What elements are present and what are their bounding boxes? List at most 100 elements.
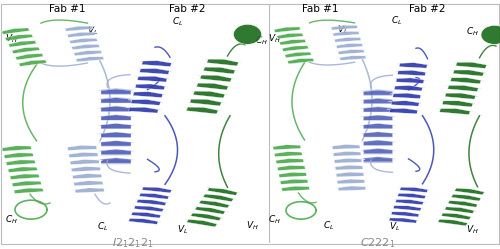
FancyArrow shape (8, 181, 44, 187)
FancyArrow shape (129, 212, 164, 218)
Ellipse shape (234, 24, 262, 44)
FancyArrow shape (128, 99, 164, 105)
FancyArrow shape (329, 144, 363, 149)
Text: $C_L$: $C_L$ (391, 15, 402, 27)
FancyArrow shape (68, 167, 104, 172)
FancyArrow shape (397, 187, 431, 192)
FancyArrow shape (184, 219, 220, 227)
FancyArrow shape (395, 193, 429, 198)
FancyArrow shape (97, 88, 135, 94)
FancyArrow shape (332, 37, 364, 42)
FancyArrow shape (97, 89, 135, 94)
FancyArrow shape (360, 148, 396, 154)
FancyArrow shape (360, 115, 396, 120)
FancyBboxPatch shape (1, 4, 498, 244)
FancyArrow shape (271, 152, 305, 157)
Text: $V_L$: $V_L$ (390, 221, 400, 233)
FancyArrow shape (284, 58, 316, 64)
FancyArrow shape (332, 172, 367, 177)
FancyArrow shape (132, 84, 168, 90)
FancyArrow shape (335, 50, 367, 54)
FancyArrow shape (332, 165, 366, 170)
FancyArrow shape (97, 115, 135, 120)
FancyArrow shape (396, 63, 430, 68)
FancyArrow shape (4, 167, 41, 172)
FancyArrow shape (97, 124, 135, 129)
FancyArrow shape (132, 206, 167, 212)
Text: $C_L$: $C_L$ (172, 16, 183, 28)
FancyArrow shape (140, 187, 175, 193)
FancyArrow shape (97, 150, 135, 155)
Text: $C_L$: $C_L$ (97, 221, 108, 233)
Text: $C_H$: $C_H$ (268, 213, 280, 226)
Text: $V_L$: $V_L$ (337, 23, 348, 36)
FancyArrow shape (390, 93, 424, 99)
FancyArrow shape (453, 62, 490, 68)
FancyArrow shape (97, 97, 135, 102)
Text: Fab #1: Fab #1 (49, 4, 86, 14)
FancyArrow shape (392, 85, 426, 91)
FancyArrow shape (137, 68, 173, 74)
FancyArrow shape (126, 218, 162, 224)
FancyArrow shape (97, 106, 135, 112)
Text: $\mathit{I}2_12_12_1$: $\mathit{I}2_12_12_1$ (112, 237, 154, 249)
FancyArrow shape (97, 158, 135, 163)
FancyArrow shape (277, 179, 311, 184)
FancyArrow shape (2, 160, 38, 165)
FancyArrow shape (8, 47, 42, 54)
FancyArrow shape (189, 213, 224, 221)
FancyArrow shape (65, 152, 101, 157)
FancyArrow shape (439, 213, 474, 220)
FancyArrow shape (274, 166, 308, 171)
FancyArrow shape (62, 26, 96, 31)
FancyArrow shape (64, 32, 98, 37)
FancyArrow shape (440, 101, 476, 107)
FancyArrow shape (360, 157, 396, 162)
Text: $V_H$: $V_H$ (246, 219, 259, 232)
FancyArrow shape (360, 106, 396, 112)
FancyArrow shape (360, 140, 396, 145)
FancyArrow shape (139, 61, 175, 66)
FancyArrow shape (0, 28, 32, 34)
FancyArrow shape (206, 187, 241, 195)
FancyArrow shape (201, 67, 239, 74)
FancyArrow shape (197, 200, 232, 208)
FancyArrow shape (193, 206, 228, 214)
FancyArrow shape (0, 146, 34, 151)
FancyArrow shape (97, 106, 135, 111)
FancyArrow shape (97, 132, 135, 137)
FancyArrow shape (386, 218, 420, 223)
FancyArrow shape (190, 91, 228, 98)
Ellipse shape (481, 25, 500, 44)
FancyArrow shape (66, 160, 102, 165)
FancyArrow shape (198, 75, 235, 82)
FancyArrow shape (360, 132, 396, 137)
FancyArrow shape (270, 145, 304, 150)
FancyArrow shape (334, 186, 369, 191)
Text: $V_H$: $V_H$ (268, 32, 280, 45)
Text: $C_H$: $C_H$ (254, 35, 268, 47)
FancyArrow shape (360, 98, 396, 103)
FancyArrow shape (204, 59, 242, 66)
FancyArrow shape (445, 85, 482, 91)
FancyArrow shape (70, 181, 106, 186)
FancyArrow shape (279, 46, 311, 51)
FancyArrow shape (66, 38, 100, 44)
FancyArrow shape (12, 53, 46, 60)
FancyArrow shape (137, 193, 172, 199)
FancyArrow shape (187, 99, 225, 106)
FancyArrow shape (390, 206, 424, 211)
FancyArrow shape (334, 179, 368, 184)
FancyArrow shape (126, 107, 162, 113)
FancyArrow shape (360, 107, 396, 112)
FancyArrow shape (449, 194, 484, 201)
FancyArrow shape (97, 132, 135, 138)
FancyArrow shape (278, 186, 312, 191)
FancyArrow shape (64, 145, 100, 150)
FancyArrow shape (134, 76, 170, 82)
FancyArrow shape (97, 115, 135, 120)
FancyArrow shape (2, 34, 35, 41)
FancyArrow shape (360, 141, 396, 146)
FancyArrow shape (10, 188, 46, 193)
FancyArrow shape (274, 33, 306, 39)
